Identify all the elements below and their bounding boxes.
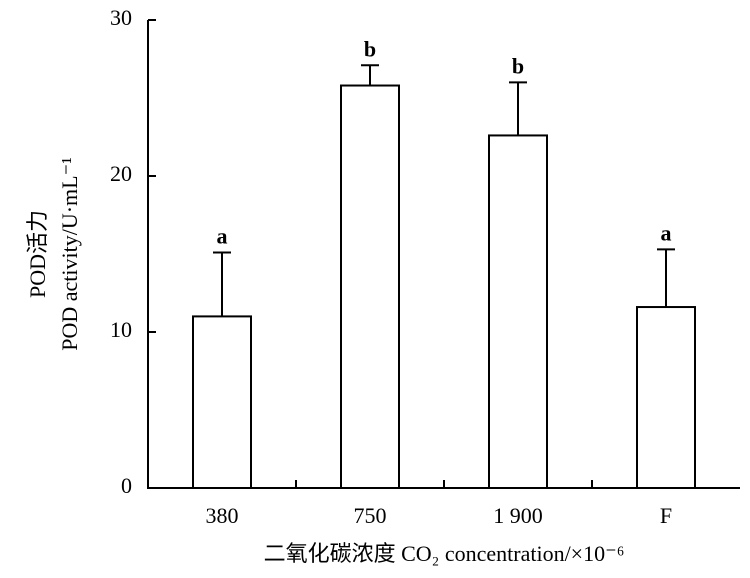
y-tick-label: 0 [121, 473, 132, 498]
bar [192, 315, 252, 489]
bar [636, 306, 696, 490]
bar [488, 134, 548, 489]
significance-label: a [217, 223, 228, 248]
y-tick-label: 30 [110, 5, 132, 30]
y-axis-label: POD活力 [25, 210, 50, 298]
y-tick-label: 20 [110, 161, 132, 186]
significance-label: a [661, 220, 672, 245]
x-tick-label: 380 [206, 503, 239, 528]
significance-label: b [364, 36, 376, 61]
y-axis-label: POD activity/U·mL⁻¹ [57, 157, 82, 351]
x-tick-label: 750 [354, 503, 387, 528]
x-tick-label: 1 900 [493, 503, 543, 528]
y-tick-label: 10 [110, 317, 132, 342]
significance-label: b [512, 53, 524, 78]
x-axis-label: 二氧化碳浓度 CO₂ concentration/×10⁻⁶ [264, 541, 625, 566]
x-tick-label: F [660, 503, 672, 528]
bar [340, 84, 400, 490]
